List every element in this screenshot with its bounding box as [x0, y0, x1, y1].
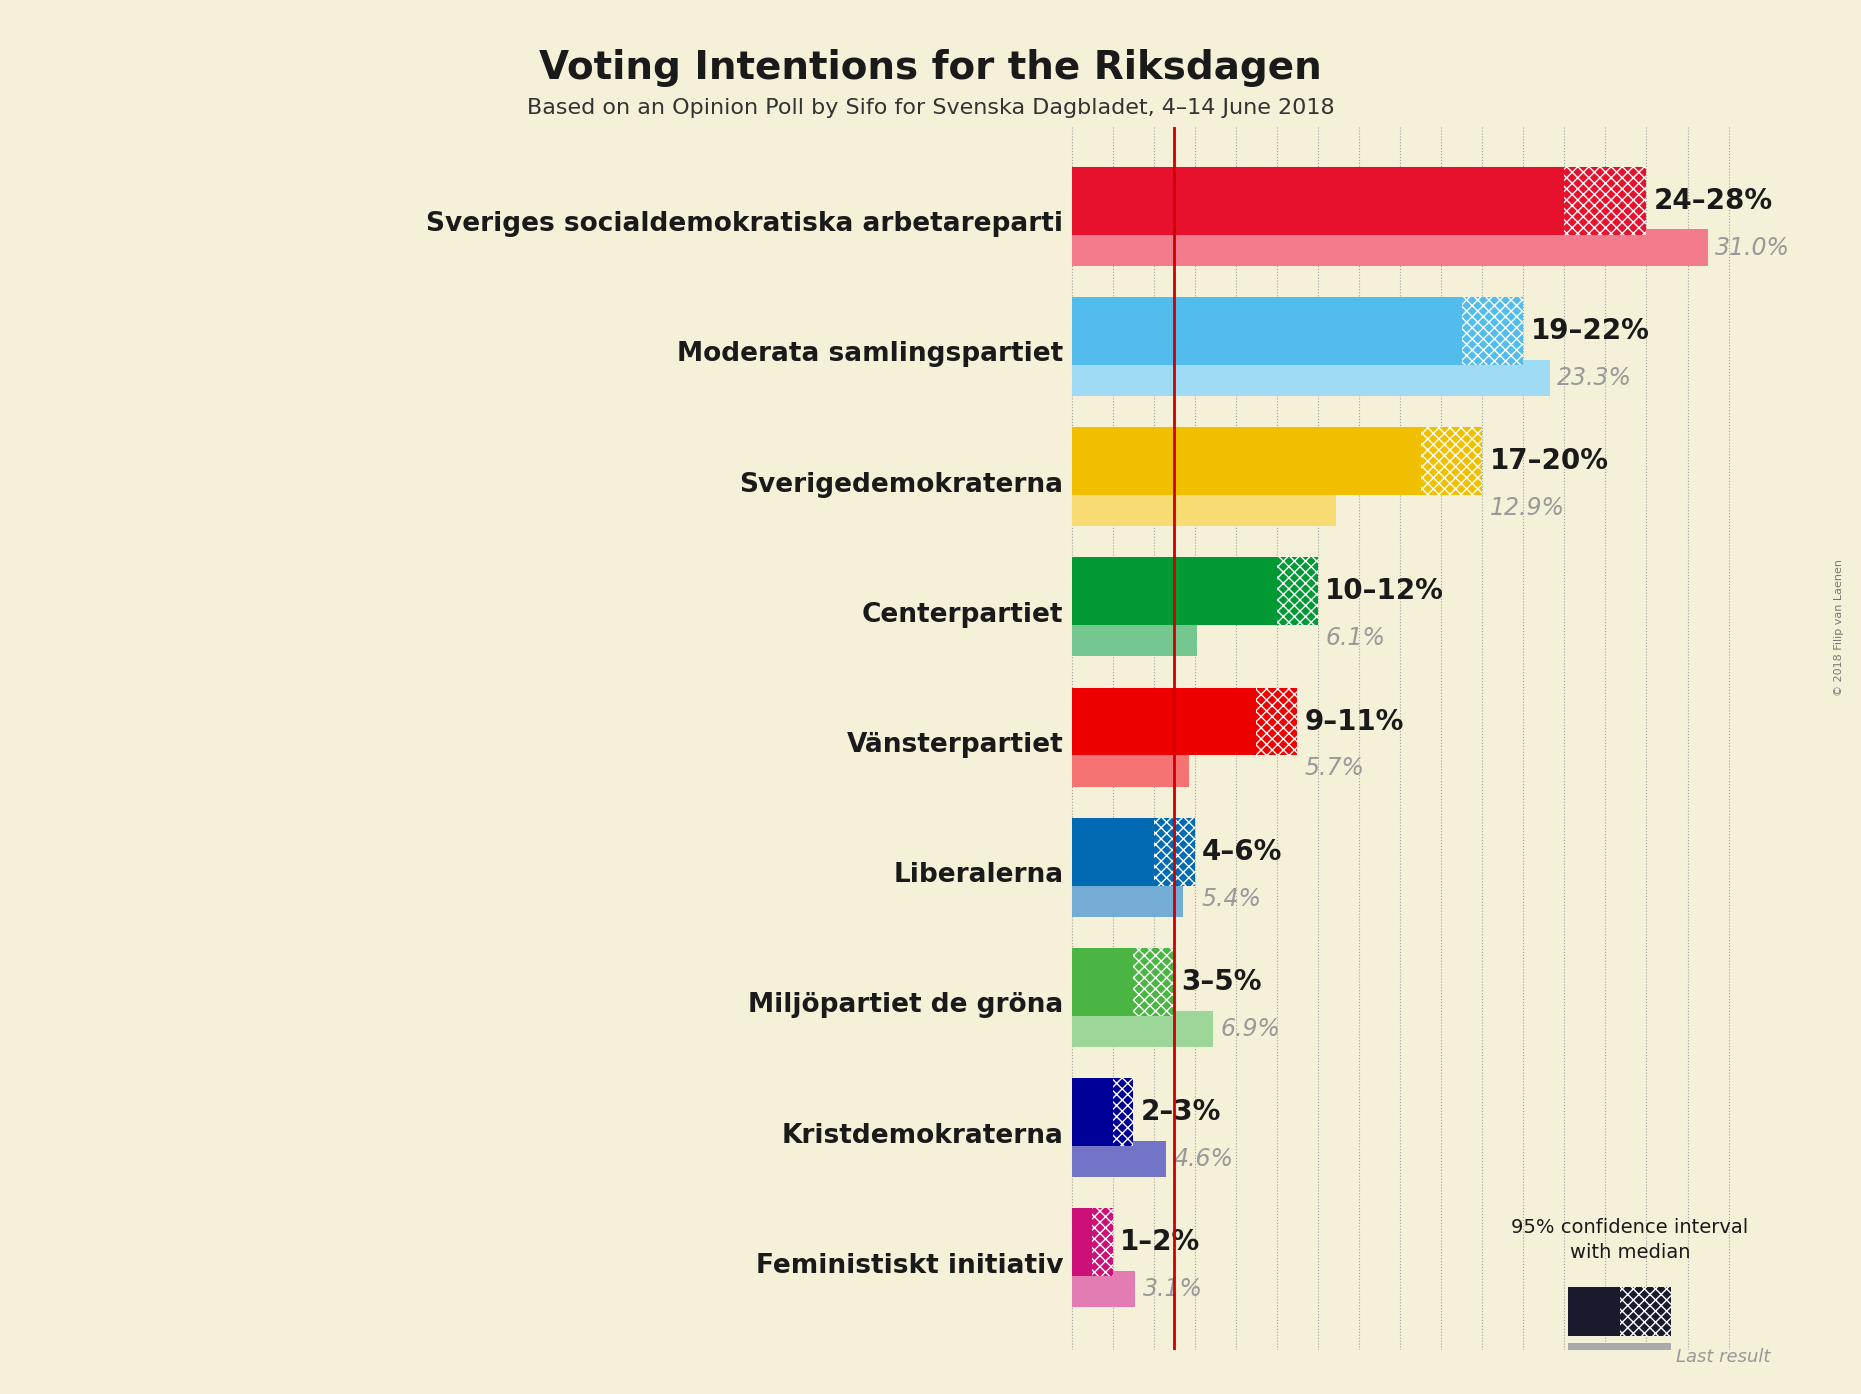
- Bar: [1113, 1078, 1133, 1146]
- Text: Vänsterpartiet: Vänsterpartiet: [847, 732, 1063, 758]
- Bar: [1569, 1342, 1671, 1372]
- Text: 23.3%: 23.3%: [1558, 365, 1632, 390]
- Text: Kristdemokraterna: Kristdemokraterna: [782, 1122, 1063, 1149]
- Text: 4–6%: 4–6%: [1202, 838, 1282, 866]
- Text: Last result: Last result: [1677, 1348, 1770, 1366]
- Bar: [1072, 620, 1197, 657]
- Text: 19–22%: 19–22%: [1530, 316, 1649, 344]
- Bar: [1619, 1287, 1671, 1335]
- Bar: [1072, 1011, 1213, 1047]
- Text: Voting Intentions for the Riksdagen: Voting Intentions for the Riksdagen: [540, 49, 1321, 86]
- Text: 10–12%: 10–12%: [1325, 577, 1444, 605]
- Bar: [1072, 948, 1133, 1016]
- Bar: [1072, 230, 1708, 266]
- Text: 4.6%: 4.6%: [1172, 1147, 1234, 1171]
- Text: Sveriges socialdemokratiska arbetareparti: Sveriges socialdemokratiska arbetarepart…: [426, 210, 1063, 237]
- Text: 6.1%: 6.1%: [1325, 626, 1385, 650]
- Bar: [1133, 948, 1174, 1016]
- Text: © 2018 Filip van Laenen: © 2018 Filip van Laenen: [1833, 559, 1844, 696]
- Bar: [1072, 750, 1189, 786]
- Text: Centerpartiet: Centerpartiet: [862, 602, 1063, 627]
- Bar: [1072, 1140, 1167, 1177]
- Text: 1–2%: 1–2%: [1120, 1228, 1200, 1256]
- Bar: [1072, 360, 1550, 396]
- Bar: [1565, 167, 1647, 234]
- Bar: [1072, 297, 1461, 365]
- Bar: [1256, 687, 1297, 756]
- Text: Moderata samlingspartiet: Moderata samlingspartiet: [677, 342, 1063, 368]
- Bar: [1569, 1287, 1619, 1335]
- Bar: [1256, 687, 1297, 756]
- Text: Miljöpartiet de gröna: Miljöpartiet de gröna: [748, 993, 1063, 1019]
- Text: 24–28%: 24–28%: [1654, 187, 1774, 215]
- Text: 17–20%: 17–20%: [1489, 447, 1608, 475]
- Bar: [1461, 297, 1524, 365]
- Bar: [1277, 558, 1318, 625]
- Bar: [1461, 297, 1524, 365]
- Bar: [1092, 1209, 1113, 1276]
- Bar: [1072, 1271, 1135, 1308]
- Text: 6.9%: 6.9%: [1221, 1016, 1280, 1041]
- Bar: [1619, 1287, 1671, 1335]
- Bar: [1154, 818, 1195, 885]
- Text: Feministiskt initiativ: Feministiskt initiativ: [756, 1253, 1063, 1278]
- Bar: [1072, 489, 1336, 526]
- Bar: [1072, 818, 1154, 885]
- Bar: [1420, 428, 1481, 495]
- Bar: [1133, 948, 1174, 1016]
- Text: 5.4%: 5.4%: [1202, 887, 1262, 910]
- Text: 3.1%: 3.1%: [1143, 1277, 1202, 1301]
- Bar: [1277, 558, 1318, 625]
- Text: Sverigedemokraterna: Sverigedemokraterna: [739, 471, 1063, 498]
- Bar: [1072, 687, 1256, 756]
- Text: 5.7%: 5.7%: [1305, 757, 1364, 781]
- Text: 95% confidence interval
with median: 95% confidence interval with median: [1511, 1218, 1749, 1262]
- Text: 9–11%: 9–11%: [1305, 708, 1403, 736]
- Bar: [1072, 558, 1277, 625]
- Bar: [1072, 167, 1565, 234]
- Bar: [1072, 1209, 1092, 1276]
- Bar: [1420, 428, 1481, 495]
- Bar: [1072, 1078, 1113, 1146]
- Text: 12.9%: 12.9%: [1489, 496, 1565, 520]
- Text: 31.0%: 31.0%: [1716, 236, 1790, 259]
- Bar: [1092, 1209, 1113, 1276]
- Text: Based on an Opinion Poll by Sifo for Svenska Dagbladet, 4–14 June 2018: Based on an Opinion Poll by Sifo for Sve…: [527, 98, 1334, 117]
- Bar: [1072, 881, 1182, 917]
- Bar: [1154, 818, 1195, 885]
- Text: Liberalerna: Liberalerna: [893, 861, 1063, 888]
- Text: 3–5%: 3–5%: [1182, 967, 1262, 995]
- Bar: [1565, 167, 1647, 234]
- Text: 2–3%: 2–3%: [1141, 1098, 1221, 1126]
- Bar: [1113, 1078, 1133, 1146]
- Bar: [1072, 428, 1420, 495]
